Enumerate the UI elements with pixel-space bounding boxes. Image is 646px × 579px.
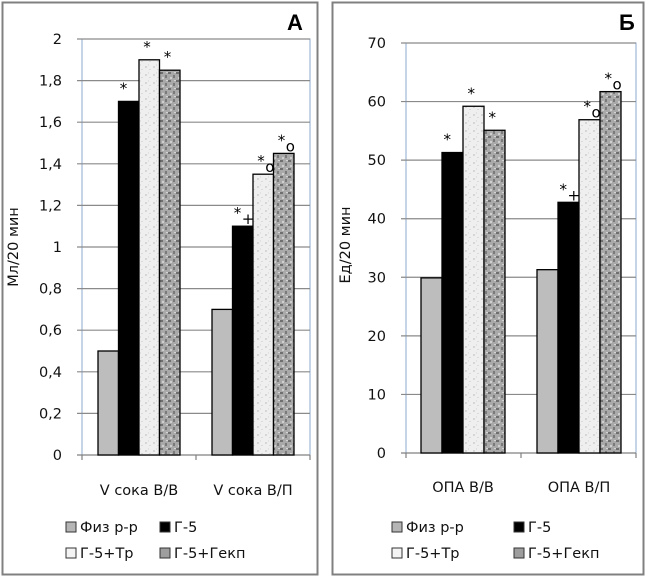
legend-label: Г-5	[528, 520, 551, 536]
legend-label: Г-5+Тр	[406, 546, 460, 562]
y-tick-label: 0,2	[39, 406, 62, 422]
y-tick-label: 1,6	[39, 115, 62, 131]
y-tick-label: 30	[368, 270, 386, 286]
y-tick-label: 50	[368, 153, 386, 169]
y-tick-label: 70	[368, 36, 386, 52]
y-tick-label: 2	[53, 32, 62, 48]
significance-marker: *	[120, 79, 128, 97]
plot-area: 00,20,40,60,811,21,41,61,82** +** o** oV со…	[39, 32, 311, 499]
y-tick-label: 1,8	[39, 74, 62, 90]
y-tick-label: 0,4	[39, 365, 62, 381]
significance-marker: *	[489, 108, 497, 126]
legend-label: Г-5	[174, 520, 197, 536]
bar	[158, 69, 181, 456]
significance-marker-sub: o	[613, 76, 622, 94]
legend: Физ р-р Г-5 Г-5+Тр Г-5+Гекп	[65, 520, 245, 562]
legend-swatch	[513, 547, 525, 559]
significance-marker-sub: o	[592, 104, 601, 122]
y-tick-label: 1,2	[39, 198, 62, 214]
bar	[536, 269, 559, 454]
legend-swatch	[391, 547, 403, 559]
panel-label: Б	[619, 10, 635, 35]
legend-swatch	[65, 547, 77, 559]
category-label: V сока В/П	[213, 483, 292, 499]
legend-swatch	[159, 521, 171, 533]
significance-marker: *	[560, 180, 568, 198]
chart-panel-a: А 00,20,40,60,811,21,41,61,82** +** o** oV …	[1, 1, 319, 576]
legend-label: Г-5+Тр	[80, 546, 134, 562]
panel-label: А	[287, 10, 303, 35]
significance-marker-sub: o	[286, 137, 295, 155]
y-tick-label: 1,4	[39, 157, 62, 173]
bar	[252, 173, 275, 456]
y-tick-label: 40	[368, 212, 386, 228]
bar	[441, 151, 464, 454]
legend-label: Физ р-р	[406, 520, 464, 536]
bar	[138, 59, 161, 456]
bar	[97, 350, 120, 456]
y-tick-label: 0,6	[39, 323, 62, 339]
bar	[231, 225, 254, 456]
legend-swatch	[159, 547, 171, 559]
y-tick-label: 10	[368, 387, 386, 403]
bar	[272, 152, 295, 456]
significance-marker-sub: +	[242, 210, 255, 228]
legend-label: Г-5+Гекп	[174, 546, 245, 562]
bar	[420, 277, 443, 454]
y-tick-label: 0	[53, 448, 62, 464]
y-tick-label: 0,8	[39, 282, 62, 298]
bar	[578, 119, 601, 454]
y-axis-label: Ед/20 мин	[338, 207, 354, 284]
y-axis-label: Мл/20 мин	[6, 207, 22, 287]
bar	[483, 129, 506, 454]
bar	[557, 201, 580, 454]
significance-marker: *	[143, 38, 151, 56]
significance-marker: *	[257, 152, 265, 170]
significance-marker: *	[164, 48, 172, 66]
legend-swatch	[513, 521, 525, 533]
significance-marker: *	[234, 204, 242, 222]
bar	[599, 90, 622, 454]
legend-swatch	[391, 521, 403, 533]
significance-marker: *	[444, 131, 452, 149]
legend-swatch	[65, 521, 77, 533]
y-tick-label: 20	[368, 329, 386, 345]
legend-label: Физ р-р	[80, 520, 138, 536]
y-tick-label: 60	[368, 95, 386, 111]
y-tick-label: 1	[53, 240, 62, 256]
category-label: V сока В/В	[100, 483, 178, 499]
bar	[117, 100, 140, 456]
significance-marker: *	[468, 84, 476, 102]
significance-marker: *	[584, 98, 592, 116]
legend: Физ р-р Г-5 Г-5+Тр Г-5+Гекп	[391, 520, 599, 562]
significance-marker: *	[605, 70, 613, 88]
significance-marker-sub: o	[265, 158, 274, 176]
bar	[211, 308, 234, 456]
category-label: ОПА В/П	[548, 480, 611, 496]
category-label: ОПА В/В	[432, 480, 494, 496]
y-tick-label: 0	[377, 446, 386, 462]
significance-marker-sub: +	[568, 186, 581, 204]
legend-label: Г-5+Гекп	[528, 546, 599, 562]
significance-marker: *	[278, 131, 286, 149]
bar	[462, 105, 485, 454]
